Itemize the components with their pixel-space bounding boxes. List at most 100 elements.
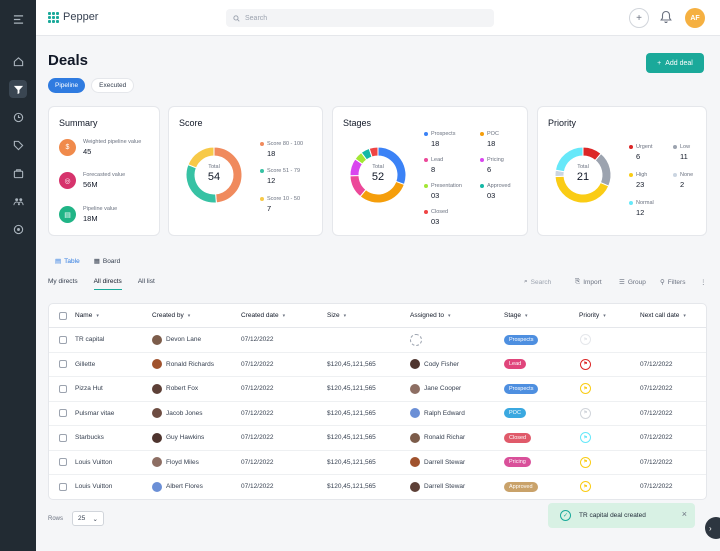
priority-cell[interactable]: ⚑ — [580, 451, 591, 475]
table-row[interactable]: Louis Vuitton Floyd Miles 07/12/2022 $120,4… — [49, 451, 706, 475]
avatar — [152, 408, 162, 419]
table-row[interactable]: TR capital Devon Lane 07/12/2022 Prospects ⚑ — [49, 328, 706, 353]
more-options-icon[interactable]: ⋮ — [700, 279, 707, 286]
select-all-checkbox[interactable] — [59, 304, 67, 327]
legend-label: Closed — [431, 209, 449, 215]
tab-table[interactable]: ▤ Table — [55, 257, 80, 266]
filters-button[interactable]: ⚲ Filters — [660, 278, 685, 287]
priority-cell[interactable]: ⚑ — [580, 475, 591, 499]
search-icon — [233, 14, 240, 22]
deal-name[interactable]: Starbucks — [75, 426, 104, 450]
stage-cell[interactable]: Prospects — [504, 377, 539, 401]
notifications-bell-icon[interactable] — [660, 10, 674, 26]
next-call-cell: 07/12/2022 — [640, 402, 673, 426]
assigned-to-cell[interactable]: Darrell Stewar — [410, 451, 465, 475]
row-checkbox[interactable] — [59, 426, 67, 450]
stage-cell[interactable]: POC — [504, 402, 526, 426]
stage-cell[interactable]: Lead — [504, 353, 527, 377]
table-row[interactable]: Gillette Ronald Richards 07/12/2022 $120,45… — [49, 353, 706, 377]
chat-fab-button[interactable]: › — [705, 517, 720, 539]
next-call-cell: 07/12/2022 — [640, 475, 673, 499]
deal-name-text: Pizza Hut — [75, 385, 103, 393]
deal-name[interactable]: TR capital — [75, 328, 104, 352]
table-row[interactable]: Louis Vuitton Albert Flores 07/12/2022 $120… — [49, 475, 706, 499]
deal-name[interactable]: Gillette — [75, 353, 95, 377]
clock-icon[interactable] — [9, 108, 27, 126]
tab-my-directs[interactable]: My directs — [48, 278, 78, 285]
created-by-cell: Albert Flores — [152, 475, 203, 499]
col-stage[interactable]: Stage ▾ — [504, 304, 528, 327]
stage-cell[interactable]: Pricing — [504, 451, 531, 475]
row-checkbox[interactable] — [59, 475, 67, 499]
col-created-by[interactable]: Created by ▾ — [152, 304, 190, 327]
table-search[interactable]: ⌕ Search — [524, 278, 551, 286]
priority-cell[interactable]: ⚑ — [580, 328, 591, 352]
stage-cell[interactable]: Approved — [504, 475, 538, 499]
assigned-to-cell[interactable]: Ralph Edward — [410, 402, 465, 426]
home-icon[interactable] — [9, 52, 27, 70]
deal-tabs: Pipeline Executed — [48, 78, 135, 93]
assigned-to-cell[interactable]: Darrell Stewar — [410, 475, 465, 499]
create-button[interactable]: + — [629, 8, 649, 28]
legend-value: 6 — [636, 152, 641, 161]
deal-name[interactable]: Louis Vuitton — [75, 451, 112, 475]
assigned-to-cell[interactable]: Jane Cooper — [410, 377, 461, 401]
table-row[interactable]: Pulsmar vitae Jacob Jones 07/12/2022 $120,4… — [49, 402, 706, 426]
col-size[interactable]: Size ▾ — [327, 304, 346, 327]
table-row[interactable]: Starbucks Guy Hawkins 07/12/2022 $120,45,12… — [49, 426, 706, 451]
deal-name[interactable]: Pizza Hut — [75, 377, 103, 401]
col-next-call-date[interactable]: Next call date ▾ — [640, 304, 686, 327]
deal-name[interactable]: Louis Vuitton — [75, 475, 112, 499]
priority-cell[interactable]: ⚑ — [580, 353, 591, 377]
add-deal-button[interactable]: + Add deal — [646, 53, 704, 73]
avatar — [152, 359, 162, 370]
size-text: $120,45,121,565 — [327, 483, 376, 491]
priority-cell[interactable]: ⚑ — [580, 402, 591, 426]
row-checkbox[interactable] — [59, 377, 67, 401]
row-checkbox[interactable] — [59, 402, 67, 426]
tab-all-directs[interactable]: All directs — [93, 278, 122, 290]
legend-value: 03 — [431, 217, 440, 226]
summary-item: $ Weighted pipeline value 45 — [59, 139, 141, 156]
tag-icon[interactable] — [9, 136, 27, 154]
import-button[interactable]: ⎘ Import — [575, 278, 602, 286]
deals-filter-icon[interactable] — [9, 80, 27, 98]
col-assigned-to[interactable]: Assigned to ▾ — [410, 304, 450, 327]
user-avatar[interactable]: AF — [685, 8, 705, 28]
col-name[interactable]: Name ▾ — [75, 304, 99, 327]
assign-user-button[interactable] — [410, 328, 422, 352]
tab-all-list[interactable]: All list — [137, 278, 155, 285]
settings-icon[interactable] — [9, 220, 27, 238]
row-checkbox[interactable] — [59, 451, 67, 475]
table-row[interactable]: Pizza Hut Robert Fox 07/12/2022 $120,45,121… — [49, 377, 706, 402]
deal-name[interactable]: Pulsmar vitae — [75, 402, 114, 426]
team-icon[interactable] — [9, 192, 27, 210]
stage-badge: Lead — [504, 359, 527, 370]
donut-segment — [554, 146, 584, 173]
next-call-text: 07/12/2022 — [640, 483, 673, 491]
group-button[interactable]: ☰ Group — [619, 278, 646, 287]
col-priority[interactable]: Priority ▾ — [579, 304, 606, 327]
priority-cell[interactable]: ⚑ — [580, 426, 591, 450]
tab-pipeline[interactable]: Pipeline — [48, 78, 86, 93]
app-logo[interactable]: Pepper — [48, 11, 98, 23]
rows-per-page-select[interactable]: 25 ⌄ — [72, 511, 104, 526]
legend-label: Prospects — [431, 131, 456, 137]
size-text: $120,45,121,565 — [327, 458, 376, 466]
stage-cell[interactable]: Prospects — [504, 328, 539, 352]
tab-board[interactable]: ▦ Board — [94, 257, 121, 266]
tab-executed[interactable]: Executed — [91, 78, 135, 93]
stages-total: Total 52 — [358, 164, 398, 183]
global-search-input[interactable]: Search — [226, 9, 494, 27]
row-checkbox[interactable] — [59, 353, 67, 377]
stage-cell[interactable]: Closed — [504, 426, 532, 450]
assigned-to-cell[interactable]: Cody Fisher — [410, 353, 459, 377]
row-checkbox[interactable] — [59, 328, 67, 352]
priority-cell[interactable]: ⚑ — [580, 377, 591, 401]
avatar — [152, 383, 162, 394]
menu-icon[interactable] — [9, 10, 27, 28]
briefcase-icon[interactable] — [9, 164, 27, 182]
assigned-to-cell[interactable]: Ronald Richar — [410, 426, 465, 450]
col-created-date[interactable]: Created date ▾ — [241, 304, 285, 327]
close-icon[interactable]: × — [681, 509, 687, 519]
